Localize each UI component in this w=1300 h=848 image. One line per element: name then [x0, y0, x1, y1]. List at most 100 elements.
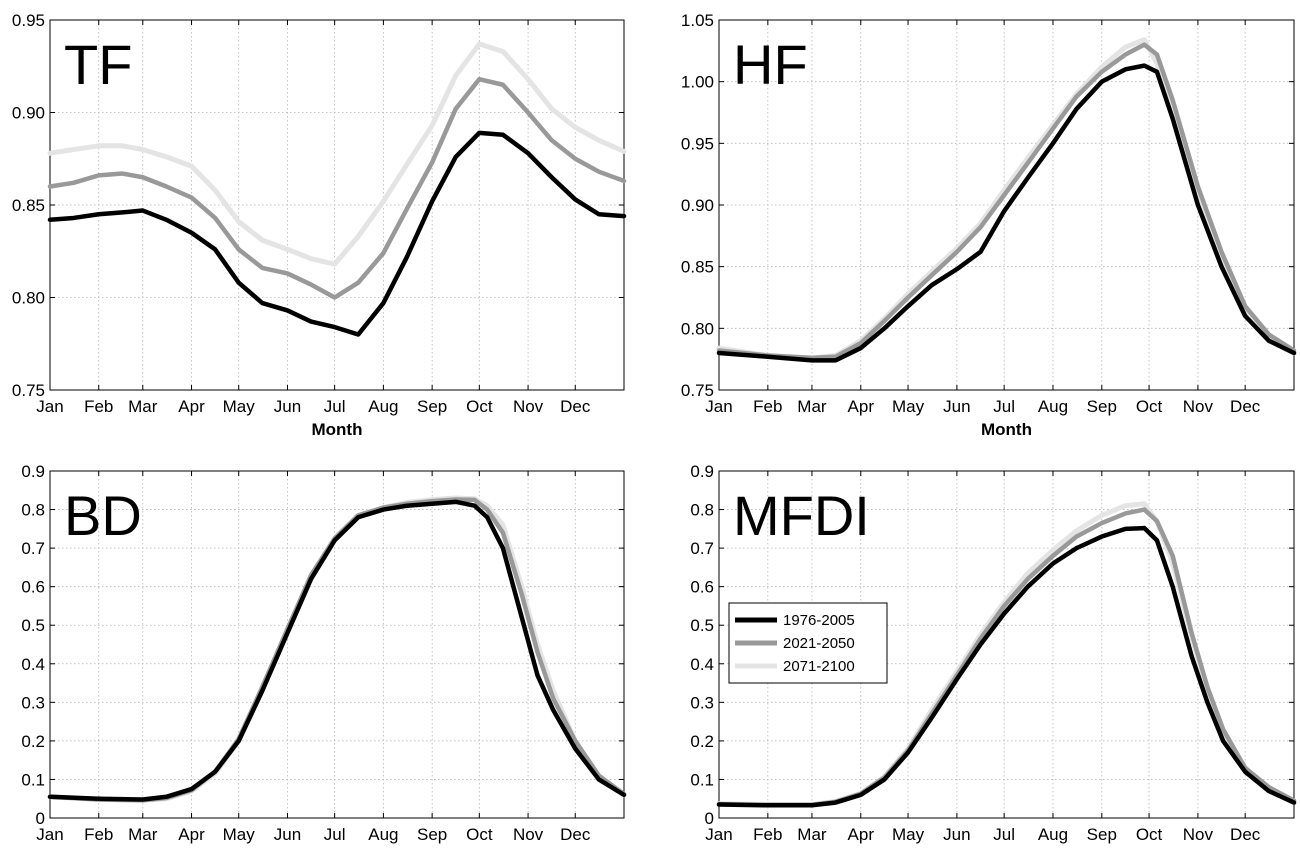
x-tick-label: Apr	[848, 825, 875, 844]
x-tick-label: Aug	[368, 397, 398, 416]
x-tick-label: Feb	[84, 397, 113, 416]
x-tick-label: Jul	[324, 397, 346, 416]
x-tick-label: Aug	[1038, 825, 1068, 844]
x-tick-label: Jun	[943, 825, 970, 844]
x-tick-label: Sep	[417, 397, 447, 416]
gridlines	[50, 471, 624, 818]
x-tick-label: Mar	[797, 397, 827, 416]
y-tick-label: 0.75	[681, 381, 714, 400]
y-tick-label: 0.8	[690, 501, 714, 520]
y-tick-label: 0.4	[690, 655, 714, 674]
x-axis-label: Month	[981, 420, 1032, 439]
x-tick-label: Sep	[417, 825, 447, 844]
y-tick-label: 0.7	[690, 539, 714, 558]
y-tick-label: 0.5	[21, 616, 45, 635]
x-tick-label: Feb	[753, 397, 782, 416]
x-tick-label: Oct	[1136, 825, 1163, 844]
x-tick-label: Oct	[466, 825, 493, 844]
x-tick-label: Jan	[705, 397, 732, 416]
y-tick-label: 0.9	[21, 462, 45, 481]
x-tick-label: Dec	[1230, 397, 1261, 416]
x-tick-label: Nov	[1183, 397, 1214, 416]
y-tick-label: 0.95	[681, 134, 714, 153]
y-tick-label: 0.1	[690, 770, 714, 789]
panel-mfdi: 0 0.1 0.2 0.3 0.4 0.5 0.6 0.7 0.8 0.9 Jan Feb Mar Apr…	[690, 462, 1297, 844]
legend: 1976-2005 2021-2050 2071-2100	[728, 602, 888, 684]
panel-title: BD	[64, 484, 142, 547]
series-line-2021-2050	[47, 76, 627, 300]
y-tick-label: 1.05	[681, 11, 714, 30]
x-tick-label: Oct	[1136, 397, 1163, 416]
y-tick-label: 0.75	[12, 381, 45, 400]
x-tick-label: Nov	[513, 397, 544, 416]
y-tick-label: 0.80	[681, 319, 714, 338]
gridlines	[719, 20, 1294, 390]
x-tick-label: Nov	[513, 825, 544, 844]
y-tick-label: 0.85	[681, 258, 714, 277]
panel-title: HF	[733, 33, 808, 96]
panel-title: MFDI	[733, 484, 870, 547]
panel-bd: 0 0.1 0.2 0.3 0.4 0.5 0.6 0.7 0.8 0.9 Jan Feb Mar Apr…	[21, 462, 627, 844]
y-tick-label: 0.3	[690, 693, 714, 712]
x-tick-label: May	[892, 825, 925, 844]
x-axis-label: Month	[312, 420, 363, 439]
panel-hf: 0.75 0.80 0.85 0.90 0.95 1.00 1.05 Jan Feb Mar Apr…	[681, 11, 1297, 439]
x-tick-label: Aug	[1038, 397, 1068, 416]
y-tick-label: 0.9	[690, 462, 714, 481]
x-tick-label: Oct	[466, 397, 493, 416]
legend-entry: 1976-2005	[783, 612, 855, 629]
x-tick-label: Jun	[274, 397, 301, 416]
series-line-2021-2050	[716, 42, 1297, 361]
y-tick-label: 0.6	[690, 578, 714, 597]
y-tick-label: 0.7	[21, 539, 45, 558]
x-tick-label: Mar	[128, 825, 158, 844]
x-tick-label: May	[223, 397, 256, 416]
series-line-1976-2005	[716, 525, 1297, 808]
y-tick-label: 0	[705, 809, 714, 828]
y-tick-label: 0.2	[21, 732, 45, 751]
x-tick-label: Dec	[560, 825, 591, 844]
x-tick-label: Mar	[797, 825, 827, 844]
x-tick-label: Dec	[560, 397, 591, 416]
gridlines	[50, 20, 624, 390]
x-tick-label: Jun	[943, 397, 970, 416]
x-tick-label: May	[223, 825, 256, 844]
panel-title: TF	[64, 33, 132, 96]
y-tick-label: 0.90	[12, 104, 45, 123]
y-tick-label: 0	[36, 809, 45, 828]
y-tick-label: 0.2	[690, 732, 714, 751]
y-tick-label: 1.00	[681, 73, 714, 92]
x-tick-label: Feb	[753, 825, 782, 844]
axes-frame	[49, 470, 625, 819]
x-tick-label: Nov	[1183, 825, 1214, 844]
series-line-1976-2005	[47, 130, 627, 337]
panel-tf: 0.75 0.80 0.85 0.90 0.95 Jan Feb Mar Apr May Jun Ju…	[12, 11, 627, 439]
x-tick-label: May	[892, 397, 925, 416]
axes-frame	[49, 19, 625, 391]
axes-frame	[718, 470, 1295, 819]
x-tick-label: Apr	[178, 825, 205, 844]
y-tick-label: 0.5	[690, 616, 714, 635]
y-tick-label: 0.80	[12, 289, 45, 308]
x-tick-label: Sep	[1087, 825, 1117, 844]
x-tick-label: Jan	[36, 397, 63, 416]
x-tick-label: Apr	[178, 397, 205, 416]
x-tick-label: Jan	[36, 825, 63, 844]
x-tick-label: Mar	[128, 397, 158, 416]
series-line-1976-2005	[716, 63, 1297, 363]
legend-entry: 2071-2100	[783, 658, 855, 675]
y-tick-label: 0.90	[681, 196, 714, 215]
x-tick-label: Feb	[84, 825, 113, 844]
x-tick-label: Aug	[368, 825, 398, 844]
y-tick-label: 0.8	[21, 501, 45, 520]
x-tick-label: Jul	[993, 825, 1015, 844]
x-tick-label: Apr	[848, 397, 875, 416]
y-tick-label: 0.4	[21, 655, 45, 674]
y-tick-label: 0.6	[21, 578, 45, 597]
x-tick-label: Jul	[993, 397, 1015, 416]
x-tick-label: Jul	[324, 825, 346, 844]
y-tick-label: 0.95	[12, 11, 45, 30]
x-tick-label: Sep	[1087, 397, 1117, 416]
series-line-2071-2100	[47, 41, 627, 267]
